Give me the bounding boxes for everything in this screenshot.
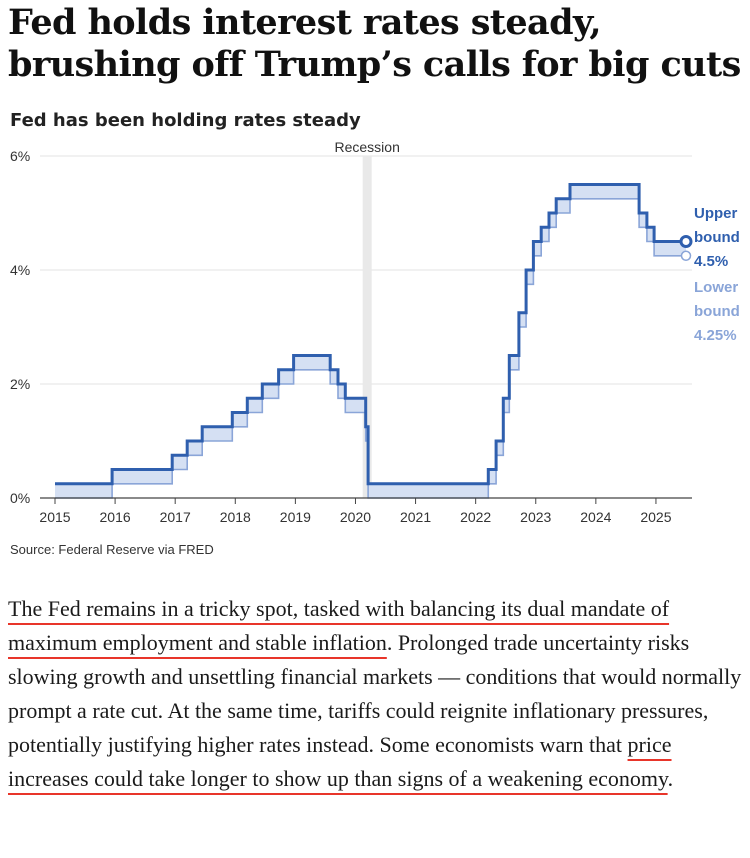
x-tick-label: 2023 [520,509,551,525]
highlighted-sentence-2: price increases could take longer to sho… [8,732,672,791]
x-tick-label: 2024 [580,509,611,525]
upper-bound-endpoint [679,235,693,248]
x-tick-label: 2018 [220,509,251,525]
x-tick-label: 2017 [160,509,191,525]
upper-bound-line [55,183,686,486]
chart-labels: 0% 2% 4% 6% Recession 2015 2016 2017 2018 2019 202… [10,139,740,525]
x-tick-label: 2022 [460,509,491,525]
series-lines [55,183,693,499]
lower-bound-endpoint [680,250,692,261]
x-tick-label: 2025 [640,509,671,525]
x-tick-label: 2016 [100,509,131,525]
y-tick-label: 0% [10,490,30,506]
headline: Fed holds interest rates steady, brushin… [8,2,741,85]
x-tick-label: 2021 [400,509,431,525]
series-label: Lower [694,279,738,296]
highlighted-sentence-1: The Fed remains in a tricky spot, tasked… [8,596,670,655]
series-label: 4.5% [694,253,728,270]
x-axis [40,497,692,504]
series-label: bound [694,303,740,320]
article-paragraph: The Fed remains in a tricky spot, tasked… [8,592,743,796]
recession-band [362,156,372,498]
series-label: bound [694,229,740,246]
x-tick-label: 2015 [39,509,70,525]
recession-band-group [362,156,372,498]
series-label: Upper [694,205,738,222]
paragraph-text-2: . [667,766,674,791]
y-tick-label: 4% [10,262,30,278]
y-tick-label: 6% [10,148,30,164]
paragraph-text-1: . Prolonged trade uncertainty risks slow… [8,630,742,757]
recession-label: Recession [335,139,400,155]
series-label: 4.25% [694,327,737,344]
y-tick-label: 2% [10,376,30,392]
chart-source: Source: Federal Reserve via FRED [10,542,214,557]
chart-title: Fed has been holding rates steady [10,110,361,131]
x-tick-label: 2019 [280,509,311,525]
x-tick-label: 2020 [340,509,371,525]
rates-chart: 0% 2% 4% 6% Recession 2015 2016 2017 2018 2019 202… [10,139,740,525]
